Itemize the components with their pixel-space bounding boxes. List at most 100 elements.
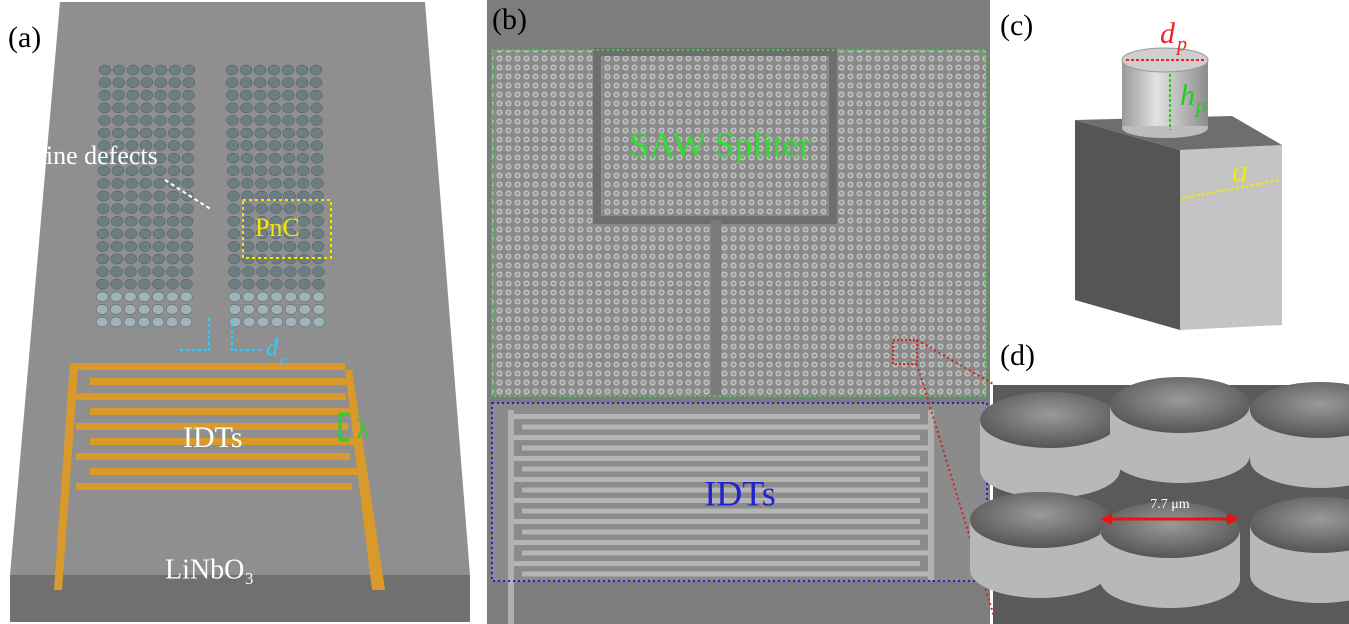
pillar bbox=[256, 241, 268, 251]
pillar bbox=[153, 267, 165, 277]
pillar bbox=[269, 178, 281, 188]
pillar bbox=[228, 216, 240, 226]
pillar bbox=[297, 115, 309, 125]
pillar bbox=[152, 317, 164, 327]
pillar bbox=[181, 229, 193, 239]
pillar bbox=[155, 65, 167, 75]
pillar bbox=[168, 191, 180, 201]
pillar bbox=[268, 65, 280, 75]
pillar bbox=[282, 103, 294, 113]
pillar bbox=[99, 65, 111, 75]
pillar bbox=[169, 78, 181, 88]
pillar bbox=[297, 178, 309, 188]
pillar bbox=[226, 65, 238, 75]
pillar bbox=[125, 216, 137, 226]
pillar bbox=[241, 141, 253, 151]
pillar bbox=[285, 317, 297, 327]
pillar bbox=[311, 153, 323, 163]
pillar bbox=[269, 115, 281, 125]
pillar bbox=[241, 115, 253, 125]
pillar bbox=[241, 166, 253, 176]
pillar bbox=[228, 191, 240, 201]
pillar bbox=[167, 216, 179, 226]
pillar bbox=[226, 103, 238, 113]
pillar bbox=[99, 78, 111, 88]
pillar bbox=[255, 178, 267, 188]
pillar bbox=[138, 279, 150, 289]
finger bbox=[512, 561, 920, 566]
pillar bbox=[242, 267, 254, 277]
pillar bbox=[257, 292, 269, 302]
bus-bar bbox=[928, 410, 934, 580]
pillar bbox=[138, 317, 150, 327]
pillar bbox=[310, 103, 322, 113]
pillar bbox=[268, 90, 280, 100]
pillar bbox=[97, 229, 109, 239]
panel-b: (b) SAW Spliter IDTs bbox=[487, 0, 995, 624]
pillar bbox=[154, 191, 166, 201]
pillar bbox=[183, 78, 195, 88]
pillar bbox=[166, 292, 178, 302]
pillar bbox=[229, 292, 241, 302]
pillar bbox=[227, 166, 239, 176]
pillar bbox=[154, 178, 166, 188]
pillar bbox=[228, 204, 240, 214]
pillar bbox=[99, 90, 111, 100]
pillar bbox=[296, 78, 308, 88]
pillar bbox=[257, 304, 269, 314]
pillar bbox=[313, 279, 325, 289]
pillar bbox=[284, 241, 296, 251]
pillar bbox=[282, 90, 294, 100]
pillar bbox=[126, 128, 138, 138]
pillar bbox=[139, 204, 151, 214]
annotation: SAW Spliter bbox=[629, 124, 810, 164]
pillar bbox=[283, 178, 295, 188]
panel-c: (c) d p h p a bbox=[1000, 9, 1282, 330]
pillar bbox=[311, 141, 323, 151]
pillar bbox=[124, 279, 136, 289]
pillar bbox=[312, 216, 324, 226]
pillar bbox=[257, 317, 269, 327]
pillar bbox=[183, 65, 195, 75]
pillar bbox=[297, 166, 309, 176]
pillar bbox=[140, 115, 152, 125]
pillar bbox=[112, 191, 124, 201]
pillar bbox=[310, 90, 322, 100]
pillar bbox=[152, 292, 164, 302]
sem-pillar-base bbox=[980, 442, 1120, 498]
pillar bbox=[299, 304, 311, 314]
pillar bbox=[113, 103, 125, 113]
pillar bbox=[125, 267, 137, 277]
pillar bbox=[182, 153, 194, 163]
pillar bbox=[312, 204, 324, 214]
pillar bbox=[227, 128, 239, 138]
pillar bbox=[182, 115, 194, 125]
pillar bbox=[182, 141, 194, 151]
pillar bbox=[269, 166, 281, 176]
pillar bbox=[96, 304, 108, 314]
annotation: PnC bbox=[255, 213, 300, 242]
pillar bbox=[112, 115, 124, 125]
pillar bbox=[241, 153, 253, 163]
pillar bbox=[98, 128, 110, 138]
symbol-subscript: c bbox=[280, 353, 287, 370]
pillar bbox=[255, 141, 267, 151]
finger bbox=[522, 572, 930, 577]
pillar bbox=[166, 304, 178, 314]
pillar bbox=[283, 141, 295, 151]
pillar bbox=[152, 304, 164, 314]
pillar bbox=[110, 304, 122, 314]
pillar bbox=[140, 191, 152, 201]
pillar bbox=[167, 241, 179, 251]
pillar bbox=[229, 304, 241, 314]
pillar bbox=[168, 166, 180, 176]
pillar bbox=[167, 254, 179, 264]
scale-label: 7.7 μm bbox=[1150, 497, 1190, 512]
pillar bbox=[255, 115, 267, 125]
pillar bbox=[155, 103, 167, 113]
pillar bbox=[139, 254, 151, 264]
pillar bbox=[180, 279, 192, 289]
pillar bbox=[97, 267, 109, 277]
pillar bbox=[256, 267, 268, 277]
pillar bbox=[127, 65, 139, 75]
